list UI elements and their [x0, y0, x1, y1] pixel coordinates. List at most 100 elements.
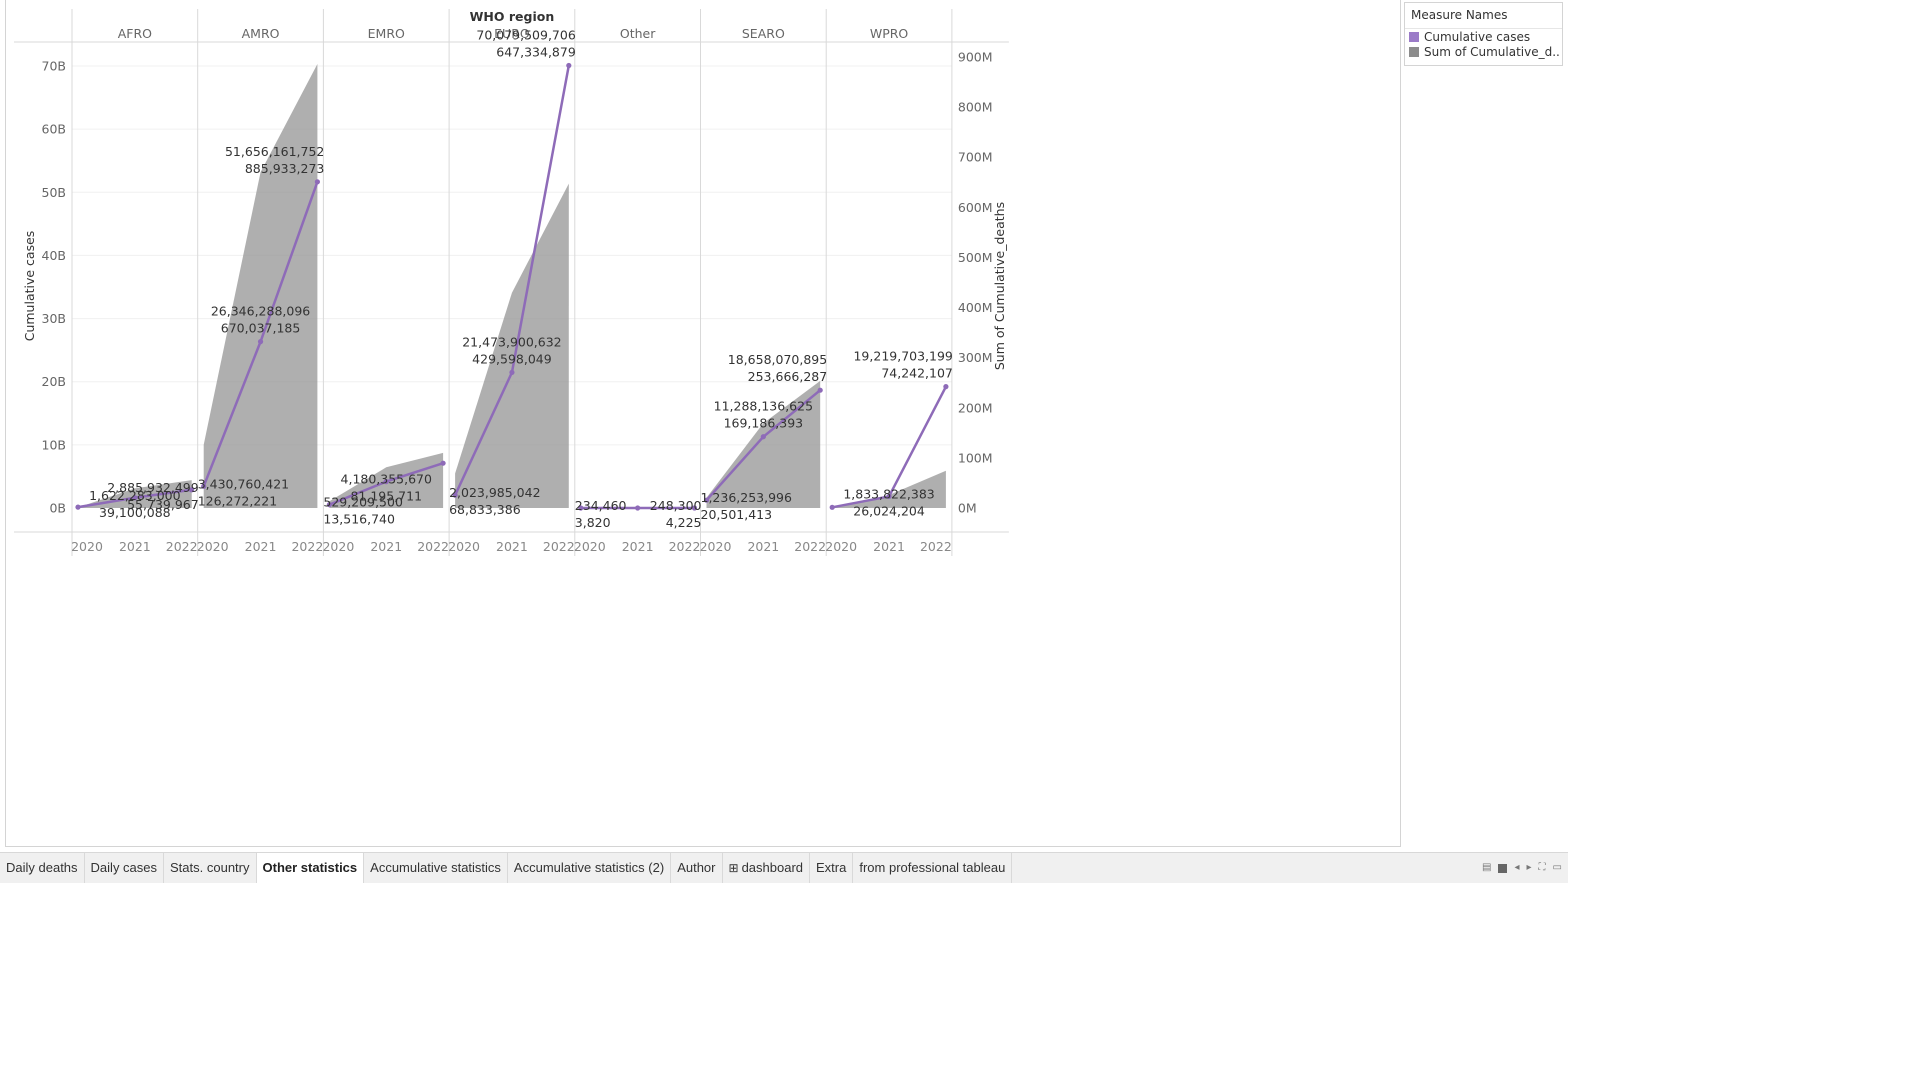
- cases-data-label: 529,209,500: [323, 495, 403, 510]
- sheet-tab[interactable]: ⊞ dashboard: [722, 853, 811, 883]
- cases-point: [326, 502, 332, 508]
- right-tick-label: 400M: [958, 300, 993, 315]
- year-tick-label: 2021: [747, 539, 779, 554]
- left-tick-label: 10B: [42, 437, 66, 452]
- right-tick-label: 300M: [958, 350, 993, 365]
- cases-data-label: 2,023,985,042: [449, 485, 540, 500]
- legend-label: Cumulative cases: [1424, 30, 1531, 44]
- left-tick-label: 20B: [42, 374, 66, 389]
- sheet-tab[interactable]: Stats. country: [164, 853, 257, 883]
- year-tick-label: 2021: [622, 539, 654, 554]
- cases-point: [75, 504, 81, 510]
- tabs-view-icon[interactable]: [1498, 863, 1508, 873]
- sheet-tab[interactable]: Extra: [810, 853, 854, 883]
- cases-point: [817, 387, 823, 393]
- year-tick-label: 2022: [920, 539, 952, 554]
- right-tick-label: 200M: [958, 400, 993, 415]
- region-header: AMRO: [242, 26, 280, 41]
- deaths-area-amro: [203, 64, 318, 508]
- right-axis-title: Sum of Cumulative_deaths: [992, 202, 1007, 370]
- sheet-tab-label: Stats. country: [170, 860, 250, 875]
- sheet-tab[interactable]: Author: [671, 853, 723, 883]
- year-tick-label: 2020: [71, 539, 103, 554]
- cases-data-label: 1,833,822,383: [843, 486, 934, 501]
- sheet-tab[interactable]: Other statistics: [256, 853, 365, 883]
- dashboard-grid-icon: ⊞: [728, 861, 739, 875]
- region-header: AFRO: [118, 26, 152, 41]
- cases-data-label: 1,236,253,996: [701, 490, 792, 505]
- deaths-data-label: 647,334,879: [496, 44, 576, 59]
- cases-point: [703, 497, 710, 503]
- cases-data-label: 21,473,900,632: [462, 334, 561, 349]
- year-tick-label: 2021: [245, 539, 277, 554]
- left-tick-label: 70B: [42, 59, 66, 74]
- next-sheet-icon[interactable]: ▸: [1526, 862, 1532, 873]
- cases-point: [829, 504, 835, 510]
- deaths-data-label: 670,037,185: [221, 321, 301, 336]
- previous-sheet-icon[interactable]: ◂: [1514, 862, 1520, 873]
- year-tick-label: 2022: [417, 539, 449, 554]
- left-tick-label: 50B: [42, 185, 66, 200]
- year-tick-label: 2022: [669, 539, 701, 554]
- presentation-mode-icon[interactable]: ▭: [1552, 862, 1562, 873]
- legend-item-cumulative-deaths[interactable]: Sum of Cumulative_d..: [1405, 44, 1562, 59]
- cases-data-label: 234,460: [575, 498, 627, 513]
- region-header: SEARO: [742, 26, 785, 41]
- cases-data-label: 19,219,703,199: [853, 349, 952, 364]
- region-header: WPRO: [870, 26, 909, 41]
- cases-data-label: 248,300: [650, 498, 702, 513]
- sheet-tab-label: Other statistics: [262, 860, 358, 875]
- sheet-tab[interactable]: from professional tableau: [853, 853, 1013, 883]
- legend-item-cumulative-cases[interactable]: Cumulative cases: [1405, 29, 1562, 44]
- deaths-data-label: 13,516,740: [323, 512, 395, 527]
- right-tick-label: 600M: [958, 200, 993, 215]
- cases-point: [257, 339, 264, 345]
- region-header: EMRO: [368, 26, 405, 41]
- right-tick-label: 800M: [958, 100, 993, 115]
- sheet-tab[interactable]: Daily deaths: [0, 853, 85, 883]
- sheet-tab[interactable]: Accumulative statistics (2): [507, 853, 672, 883]
- year-tick-label: 2022: [166, 539, 198, 554]
- deaths-data-label: 126,272,221: [198, 493, 278, 508]
- sheet-tab[interactable]: Accumulative statistics: [364, 853, 508, 883]
- cases-point: [886, 493, 892, 500]
- tab-navigation: ▤ ◂ ▸ ⛶ ▭: [1482, 863, 1562, 873]
- year-tick-label: 2021: [873, 539, 905, 554]
- deaths-data-label: 26,024,204: [853, 503, 925, 518]
- year-tick-label: 2021: [496, 539, 528, 554]
- sheet-tab-label: dashboard: [741, 860, 804, 875]
- filmstrip-view-icon[interactable]: ▤: [1482, 862, 1492, 873]
- cases-data-label: 11,288,136,625: [714, 399, 813, 414]
- cases-point: [760, 434, 766, 440]
- deaths-data-label: 74,242,107: [881, 366, 953, 381]
- cases-point: [189, 487, 195, 493]
- cases-point: [440, 460, 446, 466]
- deaths-area-wpro: [832, 470, 946, 508]
- chart-svg: WHO region 0B 10B 20B 30B 40B 50B 60B 70B 0M 100M 2…: [14, 9, 1009, 556]
- cases-point: [452, 492, 458, 498]
- sheet-tab[interactable]: Daily cases: [84, 853, 165, 883]
- year-tick-label: 2022: [794, 539, 826, 554]
- right-tick-label: 100M: [958, 450, 993, 465]
- deaths-data-label: 885,933,273: [245, 161, 325, 176]
- deaths-data-label: 429,598,049: [472, 351, 552, 366]
- fullscreen-icon[interactable]: ⛶: [1538, 862, 1546, 873]
- cases-point: [314, 179, 320, 185]
- right-tick-label: 900M: [958, 50, 993, 65]
- left-tick-label: 60B: [42, 122, 66, 137]
- deaths-data-label: 39,100,088: [99, 505, 171, 520]
- year-tick-label: 2020: [448, 539, 480, 554]
- cases-data-label: 3,430,760,421: [198, 476, 289, 491]
- cases-point: [566, 62, 572, 69]
- deaths-data-label: 81,195,711: [350, 489, 422, 504]
- cases-point: [509, 369, 515, 376]
- sheet-tab-label: Daily cases: [90, 860, 158, 875]
- left-tick-label: 30B: [42, 311, 66, 326]
- cases-data-label: 4,180,355,670: [341, 472, 432, 487]
- deaths-area-euro: [455, 183, 569, 509]
- cases-data-label: 18,658,070,895: [728, 352, 827, 367]
- cases-data-label: 1,622,283,000: [89, 488, 180, 503]
- year-tick-label: 2021: [370, 539, 402, 554]
- right-tick-label: 700M: [958, 150, 993, 165]
- cases-point: [635, 505, 641, 511]
